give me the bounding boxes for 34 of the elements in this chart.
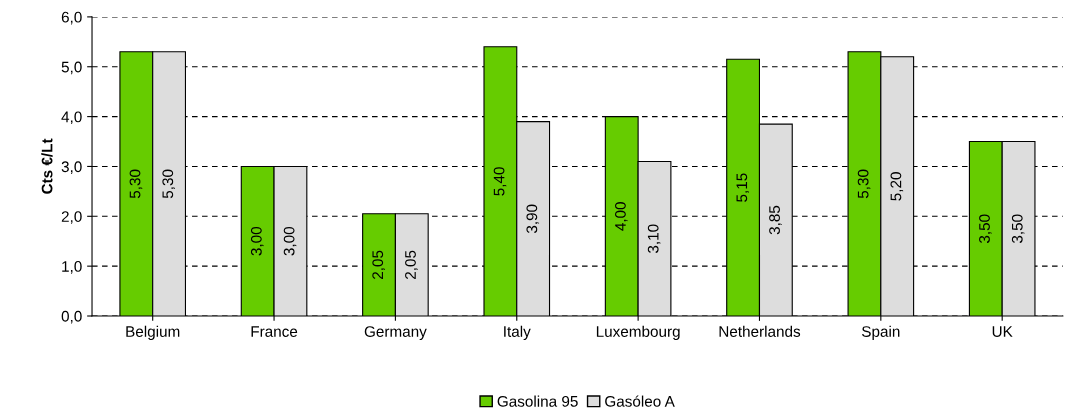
y-tick-label: 5,0 — [61, 61, 82, 75]
x-tick-label: Germany — [364, 326, 427, 340]
data-label: 3,50 — [979, 214, 992, 244]
data-label: 2,05 — [405, 250, 418, 279]
data-label: 3,00 — [250, 226, 264, 256]
data-label: 3,90 — [526, 204, 540, 234]
data-label: 3,00 — [283, 226, 297, 256]
y-tick-label: 4,0 — [61, 111, 82, 125]
data-label: 3,10 — [647, 224, 661, 254]
x-tick-label: UK — [992, 326, 1013, 337]
y-tick-label: 1,0 — [62, 261, 82, 274]
x-tick-label: Italy — [504, 325, 531, 340]
data-label: 5,30 — [129, 169, 143, 199]
x-tick-label: Belgium — [126, 325, 180, 340]
y-tick-label: 6,0 — [61, 11, 82, 25]
data-label: 5,20 — [890, 172, 904, 201]
y-tick-label: 0,0 — [61, 310, 82, 324]
data-label: 5,15 — [736, 173, 749, 202]
data-label: 3,50 — [1011, 214, 1025, 244]
data-label: 4,00 — [615, 202, 628, 231]
legend-label: Gasolina 95 — [497, 395, 578, 407]
data-label: 3,85 — [769, 205, 782, 235]
y-tick-label: 2,0 — [61, 211, 82, 224]
data-label: 5,30 — [857, 169, 871, 199]
x-tick-label: Netherlands — [719, 325, 801, 337]
x-tick-label: Spain — [861, 325, 900, 340]
x-tick-label: Luxembourg — [596, 325, 680, 340]
y-axis-title: Cts €/Lt — [41, 138, 53, 194]
x-tick-label: France — [251, 326, 298, 337]
data-label: 5,40 — [493, 167, 507, 196]
legend-label: Gasóleo A — [605, 395, 675, 407]
y-tick-label: 3,0 — [61, 161, 82, 174]
data-label: 5,30 — [162, 169, 175, 199]
data-label: 2,05 — [372, 250, 385, 279]
